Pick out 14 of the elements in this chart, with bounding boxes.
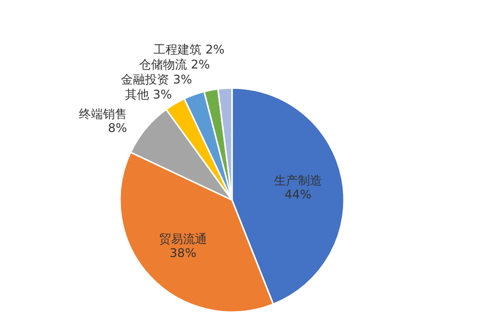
data-label: 8% xyxy=(108,120,128,135)
slice-label: 贸易流通 xyxy=(159,232,208,246)
data-label: 3% xyxy=(152,87,172,102)
slice-label: 其他 xyxy=(125,87,150,102)
slice-label: 金融投资 xyxy=(121,72,170,86)
slice-label: 工程建筑 xyxy=(154,42,202,56)
slice-label: 仓储物流 xyxy=(139,57,188,72)
data-label: 2% xyxy=(206,42,225,56)
data-label: 3% xyxy=(172,72,192,86)
data-label: 38% xyxy=(170,246,196,260)
slice-label: 终端销售 xyxy=(79,106,128,121)
data-label: 2% xyxy=(190,57,210,72)
slice-label: 生产制造 xyxy=(274,173,322,188)
data-label: 44% xyxy=(284,187,312,202)
